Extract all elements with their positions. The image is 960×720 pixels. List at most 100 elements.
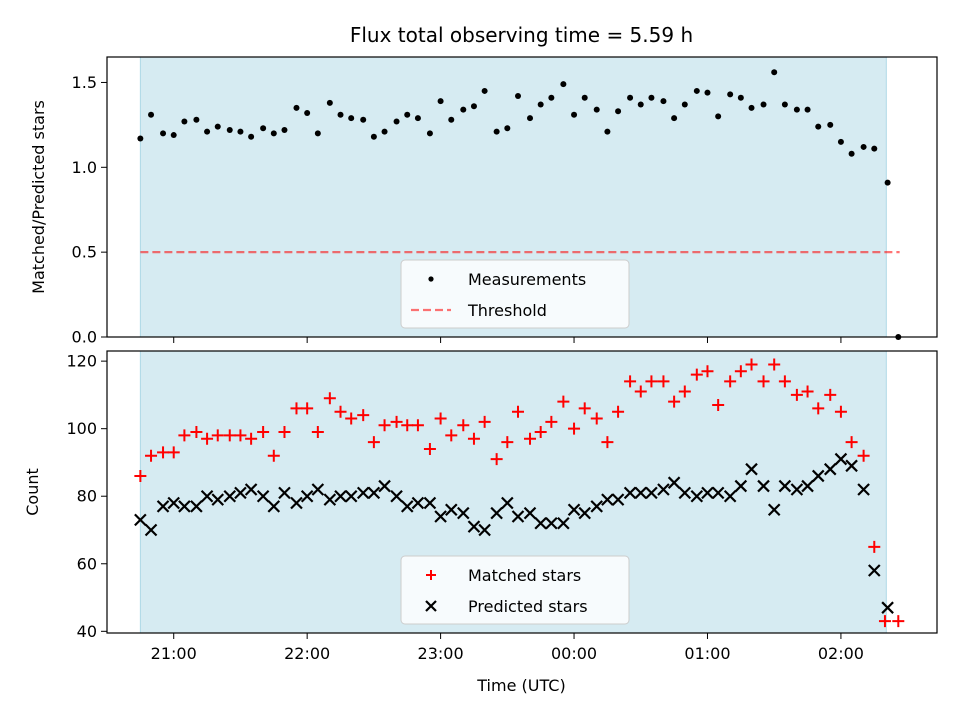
predicted-star-point xyxy=(511,510,525,523)
predicted-star-point xyxy=(623,486,637,500)
predicted-star-point xyxy=(211,493,225,506)
predicted-star-point xyxy=(523,506,537,520)
matched-star-point xyxy=(411,419,424,432)
matched-star-point xyxy=(657,375,670,388)
predicted-star-point xyxy=(811,469,825,483)
matched-star-point xyxy=(557,395,570,408)
legend-marker-matched xyxy=(426,570,436,580)
predicted-star-point xyxy=(678,486,692,500)
matched-star-point xyxy=(401,419,414,432)
predicted-star-point xyxy=(534,516,547,530)
count-panel: 40 60 80 100 120 21:00 22:00 23:00 00:00 01:00 02:… xyxy=(23,350,938,663)
matched-star-point xyxy=(534,426,547,439)
predicted-star-point xyxy=(723,489,737,503)
x-tick-label: 02:00 xyxy=(818,644,864,663)
predicted-star-point xyxy=(178,500,191,513)
legend-label: Matched stars xyxy=(468,566,581,585)
matched-star-point xyxy=(712,399,725,412)
predicted-star-point xyxy=(734,479,748,493)
measurement-point xyxy=(781,101,788,108)
predicted-star-point xyxy=(701,486,714,500)
predicted-star-point xyxy=(167,496,180,510)
matched-star-point xyxy=(257,426,270,439)
y-tick-label: 80 xyxy=(77,487,97,506)
measurement-point xyxy=(481,87,488,94)
y-tick-label: 0.5 xyxy=(72,243,97,262)
matched-star-point xyxy=(234,429,247,442)
predicted-star-point xyxy=(634,486,648,500)
predicted-star-point xyxy=(845,459,858,473)
measurement-point xyxy=(760,101,767,108)
matched-star-point xyxy=(645,375,658,388)
predicted-star-point xyxy=(200,489,214,503)
x-axis-label: Time (UTC) xyxy=(476,676,565,695)
predicted-star-point xyxy=(400,500,414,513)
predicted-star-point xyxy=(356,486,370,500)
matched-star-point xyxy=(345,412,358,425)
matched-star-point xyxy=(134,469,147,482)
matched-star-point xyxy=(157,446,170,459)
measurement-point xyxy=(326,99,333,106)
measurement-point xyxy=(571,111,578,118)
predicted-star-point xyxy=(667,476,681,489)
matched-star-point xyxy=(501,436,514,449)
matched-star-point xyxy=(801,385,814,398)
measurement-point xyxy=(593,106,600,113)
predicted-star-point xyxy=(334,489,347,503)
matched-star-point xyxy=(578,402,591,415)
predicted-star-point xyxy=(234,486,247,500)
measurement-point xyxy=(537,101,544,108)
matched-star-point xyxy=(690,368,703,381)
measurement-point xyxy=(281,126,288,133)
axes-frame xyxy=(106,56,938,338)
predicted-star-point xyxy=(278,486,291,500)
matched-star-point xyxy=(267,449,280,462)
x-tick-label: 23:00 xyxy=(418,644,464,663)
predicted-star-point xyxy=(144,523,158,537)
predicted-star-point xyxy=(267,500,281,513)
matched-star-point xyxy=(301,402,314,415)
matched-star-point xyxy=(145,449,158,462)
matched-star-point xyxy=(467,432,480,445)
predicted-star-point xyxy=(857,483,870,496)
measurement-point xyxy=(437,98,444,105)
predicted-star-point xyxy=(590,500,604,513)
matched-star-point xyxy=(201,432,214,445)
predicted-star-point xyxy=(344,489,358,503)
y-tick-label: 100 xyxy=(66,419,97,438)
measurement-point xyxy=(293,104,300,111)
measurement-point xyxy=(304,110,311,116)
predicted-star-point xyxy=(657,483,670,496)
predicted-star-point xyxy=(390,489,403,503)
measurement-point xyxy=(237,128,244,135)
matched-star-point xyxy=(545,415,558,428)
measurement-point xyxy=(270,130,277,137)
predicted-star-point xyxy=(790,483,804,496)
measurement-point xyxy=(884,179,891,186)
predicted-star-point xyxy=(778,479,792,493)
predicted-star-point xyxy=(834,452,848,466)
matched-star-point xyxy=(323,392,336,405)
predicted-star-point xyxy=(557,516,570,530)
measurement-point xyxy=(248,133,255,140)
predicted-star-point xyxy=(134,513,147,527)
measurement-point xyxy=(871,145,878,152)
measurement-point xyxy=(170,132,177,139)
predicted-star-point xyxy=(767,503,781,517)
matched-star-point xyxy=(790,388,803,401)
measurement-point xyxy=(615,108,622,115)
predicted-star-point xyxy=(378,479,391,493)
legend-marker-predicted xyxy=(425,600,437,612)
matched-star-point xyxy=(612,405,625,418)
measurement-point xyxy=(193,116,200,123)
matched-star-point xyxy=(390,415,403,428)
predicted-star-point xyxy=(823,462,837,476)
matched-star-point xyxy=(378,419,391,432)
measurement-point xyxy=(204,128,211,135)
measurement-point xyxy=(214,123,221,130)
matched-star-point xyxy=(457,419,470,432)
predicted-star-point xyxy=(490,506,503,520)
x-tick-label: 21:00 xyxy=(151,644,197,663)
axes-frame xyxy=(106,350,938,634)
matched-star-point xyxy=(167,446,180,459)
